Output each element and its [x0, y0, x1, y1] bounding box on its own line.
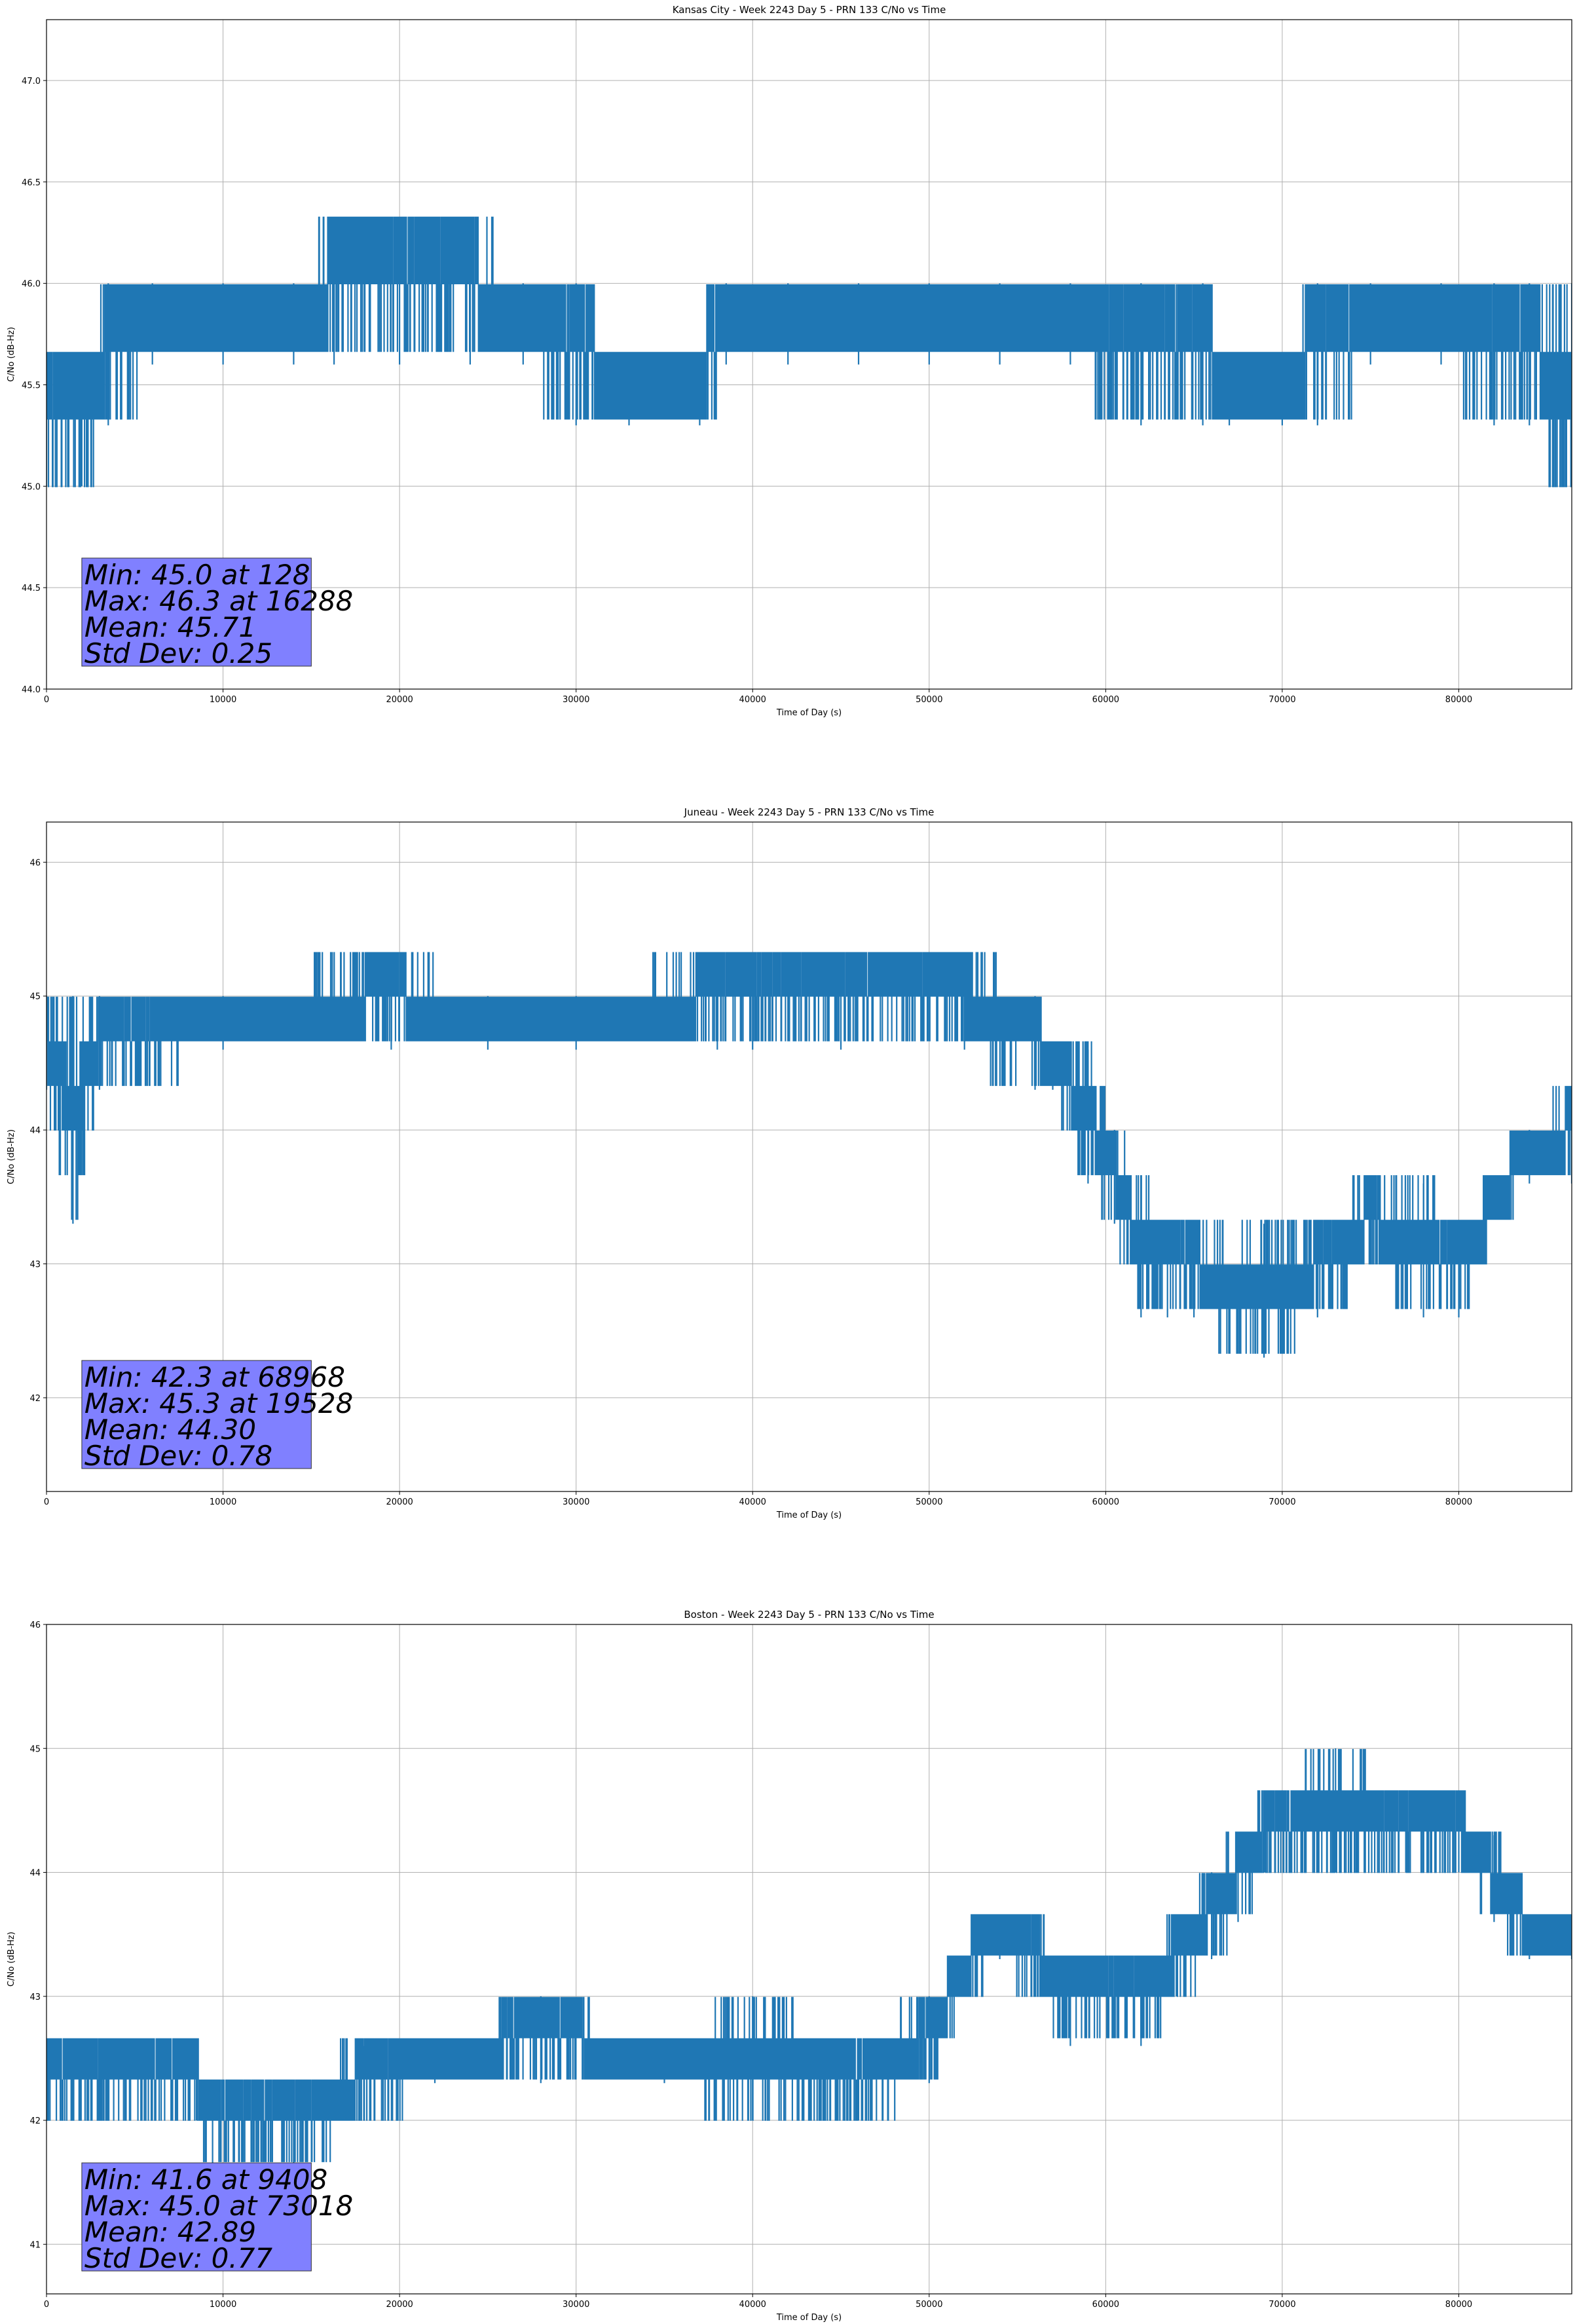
x-tick-label: 30000 — [563, 2300, 589, 2310]
stats-line: Max: 45.0 at 73018 — [84, 2190, 353, 2222]
x-tick-label: 20000 — [386, 2300, 413, 2310]
x-tick-label: 60000 — [1092, 695, 1119, 705]
series-line — [46, 952, 1572, 1358]
y-tick-label: 42 — [29, 1394, 41, 1404]
y-tick-label: 46 — [29, 858, 41, 868]
x-gridlines: 0 10000 20000 30000 40000 50000 60000 70000 8000… — [44, 20, 1472, 705]
x-tick-label: 50000 — [916, 2300, 942, 2310]
series-cno — [46, 1748, 1572, 2170]
x-tick-label: 10000 — [210, 695, 236, 705]
stats-line: Std Dev: 0.78 — [84, 1440, 272, 1472]
x-tick-label: 20000 — [386, 695, 413, 705]
x-axis-label: Time of Day (s) — [776, 1510, 842, 1520]
chart-panel: 0 10000 20000 30000 40000 50000 60000 70000 8000… — [7, 806, 1572, 1520]
y-tick-label: 46.0 — [22, 280, 41, 290]
x-tick-label: 80000 — [1445, 695, 1472, 705]
y-tick-label: 44 — [29, 1869, 41, 1879]
x-tick-label: 0 — [44, 2300, 49, 2310]
x-tick-label: 70000 — [1269, 1497, 1295, 1507]
x-tick-label: 0 — [44, 1497, 49, 1507]
stats-line: Mean: 44.30 — [84, 1414, 256, 1446]
y-axis-label: C/No (dB-Hz) — [7, 1932, 16, 1987]
y-tick-label: 44.0 — [22, 685, 41, 695]
y-tick-label: 43 — [29, 1260, 41, 1270]
x-tick-label: 30000 — [563, 695, 589, 705]
x-tick-label: 40000 — [739, 1497, 766, 1507]
y-tick-label: 45.0 — [22, 482, 41, 492]
chart-title: Boston - Week 2243 Day 5 - PRN 133 C/No … — [684, 1609, 934, 1621]
chart-panel: 0 10000 20000 30000 40000 50000 60000 70000 8000… — [7, 1609, 1572, 2323]
chart-title: Kansas City - Week 2243 Day 5 - PRN 133 … — [673, 4, 946, 16]
stats-line: Min: 45.0 at 128 — [84, 559, 310, 591]
x-tick-label: 10000 — [210, 1497, 236, 1507]
x-tick-label: 10000 — [210, 2300, 236, 2310]
x-tick-label: 70000 — [1269, 2300, 1295, 2310]
y-tick-label: 43 — [29, 1993, 41, 2002]
x-tick-label: 40000 — [739, 2300, 766, 2310]
chart-panel: 0 10000 20000 30000 40000 50000 60000 70000 8000… — [7, 4, 1572, 718]
x-axis-label: Time of Day (s) — [776, 708, 842, 718]
stats-line: Std Dev: 0.25 — [84, 637, 272, 669]
stats-line: Mean: 45.71 — [84, 611, 256, 643]
stats-box — [81, 2162, 312, 2272]
stats-line: Mean: 42.89 — [84, 2216, 256, 2248]
stats-box — [81, 1360, 312, 1469]
x-tick-label: 50000 — [916, 695, 942, 705]
y-tick-label: 45 — [29, 1744, 41, 1754]
y-axis-label: C/No (dB-Hz) — [7, 327, 16, 382]
stats-line: Max: 45.3 at 19528 — [84, 1387, 353, 1419]
y-gridlines: 44.0 44.5 45.0 45.5 46.0 46.5 47.0 — [22, 77, 1572, 695]
y-tick-label: 46.5 — [22, 178, 41, 188]
stats-line: Min: 42.3 at 68968 — [84, 1361, 345, 1393]
x-tick-label: 20000 — [386, 1497, 413, 1507]
x-tick-label: 50000 — [916, 1497, 942, 1507]
x-tick-label: 60000 — [1092, 1497, 1119, 1507]
stats-line: Min: 41.6 at 9408 — [84, 2164, 327, 2196]
x-tick-label: 80000 — [1445, 2300, 1472, 2310]
y-tick-label: 45 — [29, 992, 41, 1002]
y-tick-label: 47.0 — [22, 77, 41, 86]
charts-root: 0 10000 20000 30000 40000 50000 60000 70000 8000… — [7, 4, 1572, 2323]
x-tick-label: 30000 — [563, 1497, 589, 1507]
stats-box — [81, 557, 312, 667]
x-tick-label: 60000 — [1092, 2300, 1119, 2310]
x-tick-label: 40000 — [739, 695, 766, 705]
stats-line: Std Dev: 0.77 — [84, 2242, 272, 2274]
x-axis-label: Time of Day (s) — [776, 2313, 842, 2323]
x-tick-label: 0 — [44, 695, 49, 705]
series-cno — [46, 216, 1572, 487]
chart-title: Juneau - Week 2243 Day 5 - PRN 133 C/No … — [684, 806, 935, 818]
series-line — [46, 216, 1572, 487]
y-tick-label: 44 — [29, 1126, 41, 1136]
series-line — [46, 1748, 1572, 2170]
y-tick-label: 42 — [29, 2116, 41, 2126]
y-tick-label: 46 — [29, 1621, 41, 1630]
y-axis-label: C/No (dB-Hz) — [7, 1129, 16, 1184]
plot-frame — [46, 1624, 1572, 2295]
y-tick-label: 44.5 — [22, 584, 41, 593]
plot-frame — [46, 19, 1572, 690]
plot-frame — [46, 821, 1572, 1492]
x-tick-label: 70000 — [1269, 695, 1295, 705]
x-tick-label: 80000 — [1445, 1497, 1472, 1507]
series-cno — [46, 952, 1572, 1358]
y-tick-label: 41 — [29, 2240, 41, 2250]
stats-line: Max: 46.3 at 16288 — [84, 585, 353, 617]
y-tick-label: 45.5 — [22, 381, 41, 390]
